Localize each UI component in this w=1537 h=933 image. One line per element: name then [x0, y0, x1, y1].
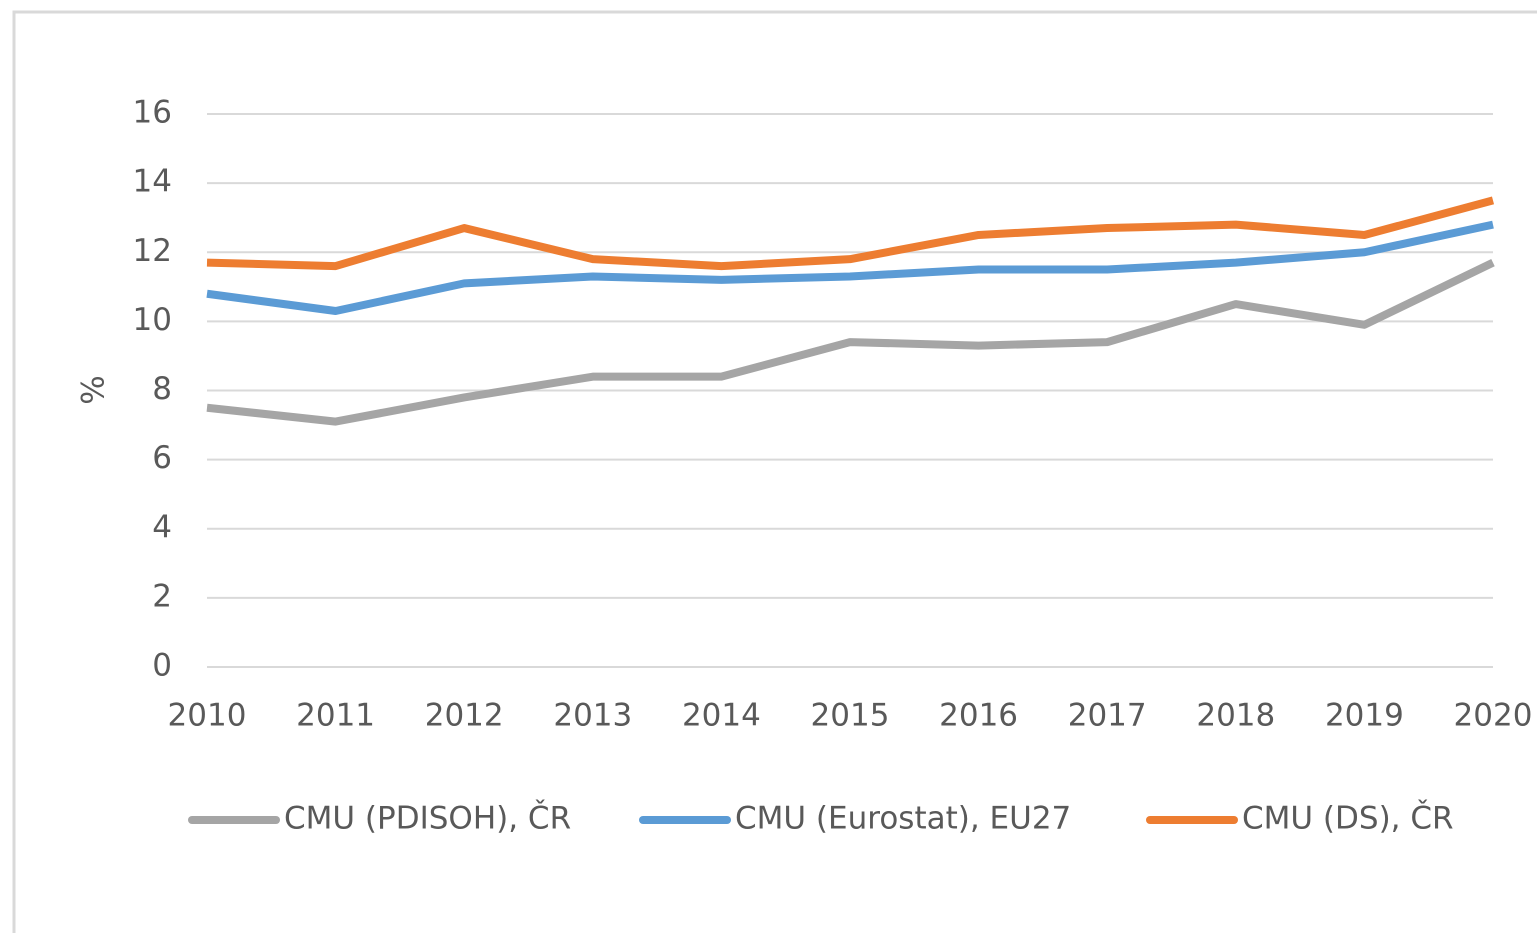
line-series	[206, 259, 1495, 426]
y-axis-label: %	[76, 375, 112, 404]
x-tick-label: 2017	[1068, 698, 1147, 734]
y-tick-label: 16	[133, 95, 172, 131]
legend-label: CMU (DS), ČR	[1242, 800, 1454, 837]
x-tick-label: 2015	[811, 698, 890, 734]
x-tick-label: 2011	[296, 698, 375, 734]
x-tick-label: 2013	[553, 698, 632, 734]
x-tick-label: 2010	[168, 698, 247, 734]
y-tick-label: 0	[152, 648, 172, 684]
x-tick-label: 2018	[1196, 698, 1275, 734]
x-tick-label: 2014	[682, 698, 761, 734]
x-tick-label: 2012	[425, 698, 504, 734]
y-tick-label: 6	[152, 440, 172, 476]
chart-frame	[12, 10, 1537, 933]
y-tick-label: 4	[152, 509, 172, 545]
legend-label: CMU (Eurostat), EU27	[735, 801, 1071, 837]
line-series	[206, 196, 1495, 271]
x-tick-label: 2016	[939, 698, 1018, 734]
y-tick-label: 10	[133, 302, 172, 338]
x-tick-label: 2019	[1325, 698, 1404, 734]
legend-label: CMU (PDISOH), ČR	[284, 800, 571, 837]
y-tick-label: 14	[133, 164, 172, 200]
y-tick-label: 8	[152, 371, 172, 407]
x-tick-label: 2020	[1454, 698, 1533, 734]
y-tick-label: 2	[152, 578, 172, 614]
y-tick-label: 12	[133, 233, 172, 269]
line-series	[206, 220, 1494, 316]
